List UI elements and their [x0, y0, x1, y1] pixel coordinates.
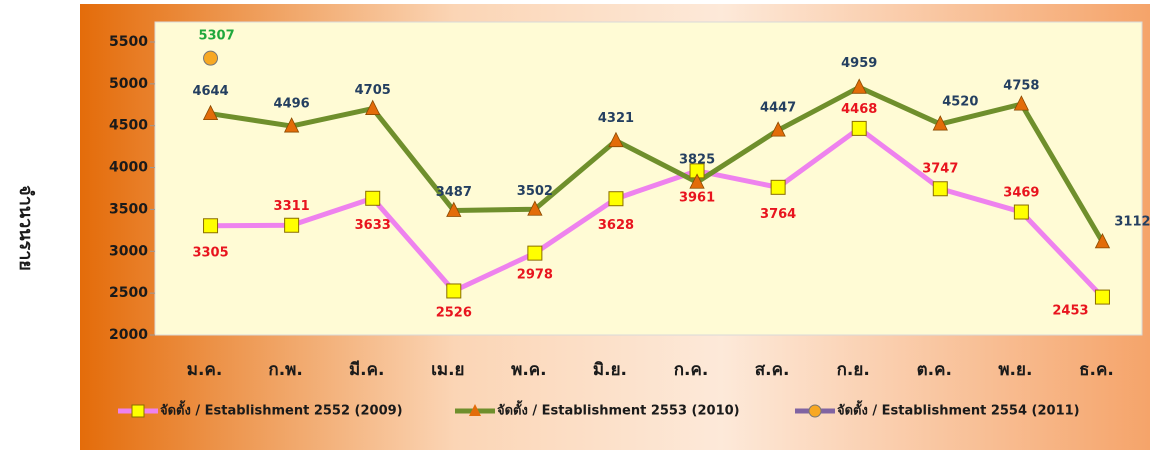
legend-label: จัดตั้ง / Establishment 2553 (2010): [497, 400, 740, 419]
y-tick-label: 4000: [109, 160, 148, 176]
marker: [1094, 233, 1111, 249]
data-label: 2453: [1052, 304, 1088, 319]
marker: [202, 104, 219, 121]
x-tick-label: ต.ค.: [917, 360, 952, 380]
y-tick-label: 5500: [109, 34, 148, 50]
marker: [446, 201, 462, 217]
y-tick-label: 3500: [109, 201, 148, 217]
data-label: 2526: [436, 305, 472, 320]
data-label: 4959: [841, 56, 877, 71]
marker: [689, 173, 705, 189]
data-label: 3487: [436, 185, 472, 200]
x-tick-label: มี.ค.: [349, 359, 385, 380]
marker: [203, 218, 219, 234]
plot-area: [154, 21, 1143, 336]
data-label: 4520: [942, 95, 978, 110]
data-label: 3961: [679, 190, 715, 205]
legend-label: จัดตั้ง / Establishment 2552 (2009): [160, 400, 403, 419]
x-tick-label: ก.ย.: [837, 360, 870, 380]
marker: [446, 283, 462, 299]
marker: [365, 99, 381, 115]
x-tick-label: ธ.ค.: [1079, 360, 1114, 380]
data-label: 2978: [517, 268, 553, 283]
data-label: 3633: [355, 218, 391, 233]
data-label: 3825: [679, 153, 715, 168]
data-label: 4321: [598, 111, 634, 126]
x-tick-label: ม.ค.: [187, 360, 223, 380]
data-label: 4705: [355, 83, 391, 98]
series-line: [210, 84, 1105, 244]
marker: [851, 120, 867, 136]
marker: [770, 179, 786, 195]
x-tick-label: พ.ย.: [998, 360, 1032, 380]
data-label: 3311: [274, 199, 310, 214]
marker: [608, 191, 624, 207]
data-label: 5307: [198, 29, 234, 44]
data-label: 4758: [1003, 79, 1039, 94]
marker: [527, 245, 543, 261]
data-label: 3112: [1114, 214, 1150, 229]
y-tick-label: 4500: [109, 118, 148, 134]
series-line: [210, 125, 1105, 299]
x-tick-label: ก.ค.: [674, 360, 709, 380]
data-label: 4496: [274, 97, 310, 112]
data-label: 3628: [598, 218, 634, 233]
marker: [851, 78, 867, 94]
marker: [1013, 204, 1029, 220]
marker: [932, 181, 948, 197]
data-label: 3305: [192, 245, 228, 260]
y-tick-label: 2500: [109, 285, 148, 301]
marker: [284, 217, 300, 233]
marker: [770, 121, 786, 137]
marker: [283, 117, 300, 133]
legend-marker: [808, 404, 822, 418]
legend-label: จัดตั้ง / Establishment 2554 (2011): [837, 400, 1080, 419]
data-label: 4468: [841, 102, 877, 117]
marker: [527, 200, 543, 216]
y-tick-label: 2000: [109, 327, 148, 343]
legend-marker: [131, 404, 145, 418]
y-axis-label: จำนวนราย: [15, 185, 36, 271]
data-label: 3502: [517, 184, 553, 199]
x-tick-label: ก.พ.: [268, 360, 302, 380]
x-tick-label: พ.ค.: [511, 360, 547, 380]
marker: [608, 131, 624, 148]
x-tick-label: เม.ย: [431, 360, 464, 380]
y-tick-label: 3000: [109, 243, 148, 259]
marker: [1094, 289, 1110, 305]
marker: [932, 115, 948, 131]
data-label: 3469: [1003, 186, 1039, 201]
data-label: 4644: [192, 84, 228, 99]
marker: [203, 50, 219, 66]
y-tick-label: 5000: [109, 76, 148, 92]
marker: [1013, 95, 1030, 111]
legend-marker: [469, 404, 481, 416]
data-label: 3747: [922, 161, 958, 176]
data-label: 4447: [760, 101, 796, 116]
x-tick-label: มิ.ย.: [593, 360, 627, 380]
marker: [365, 190, 381, 206]
data-label: 3764: [760, 207, 796, 222]
x-tick-label: ส.ค.: [755, 360, 790, 380]
